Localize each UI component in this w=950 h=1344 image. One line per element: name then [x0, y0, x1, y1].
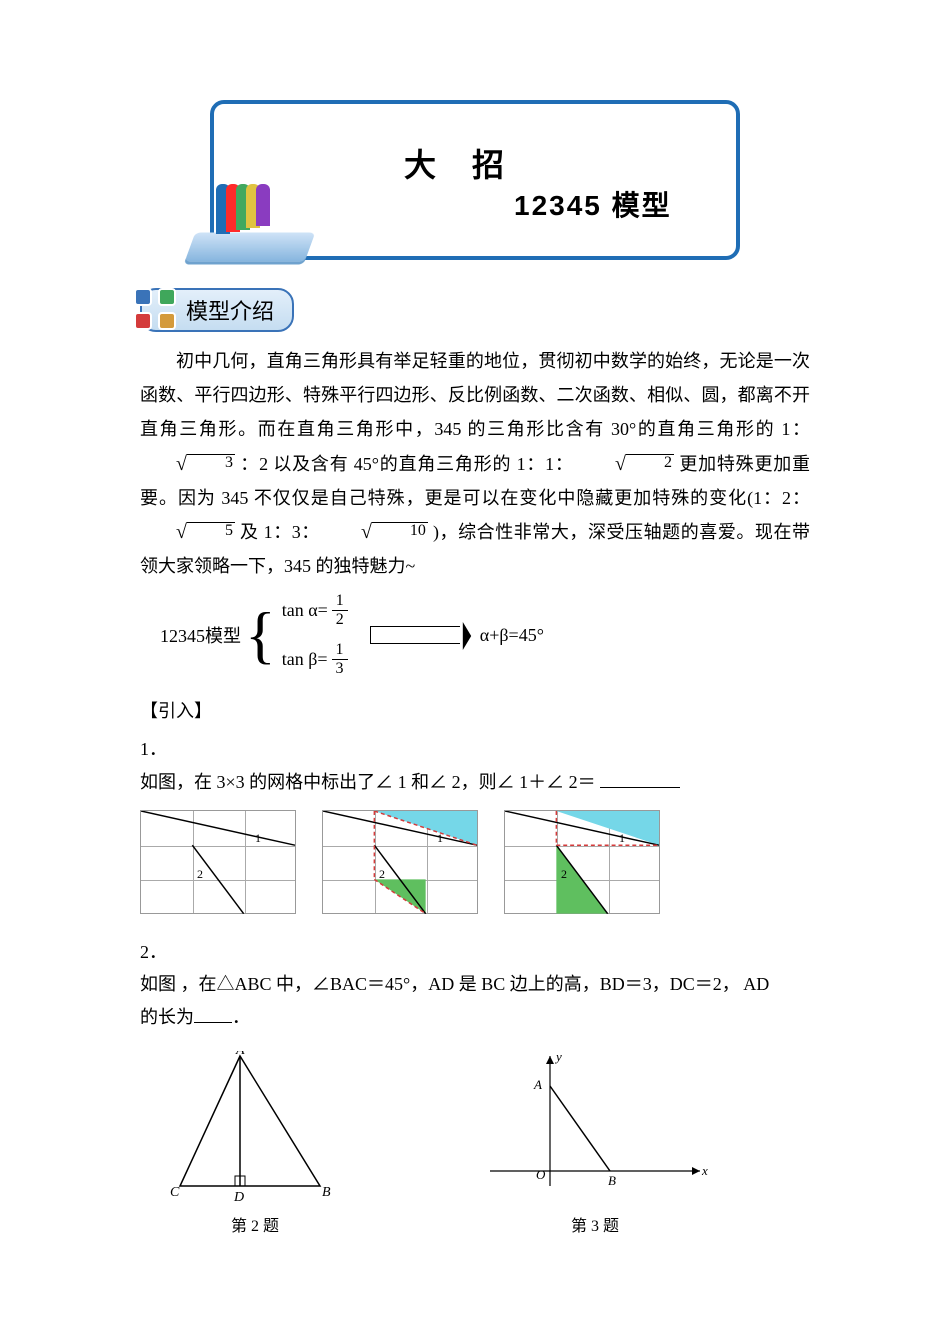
- grid-c: 1 2: [504, 810, 660, 914]
- frac-1-2: 1 2: [332, 593, 348, 628]
- section-pill: 模型介绍: [140, 288, 294, 332]
- sqrt3: √3: [140, 454, 235, 474]
- figure-2: A C B D 第 2 题: [170, 1051, 340, 1236]
- grid-c-lbl-1: 1: [619, 831, 625, 846]
- problem-2-text: 如图 ，在△ABC 中，∠BAC＝45°，AD 是 BC 边上的高，BD＝3，D…: [140, 974, 769, 1026]
- svg-text:A: A: [235, 1051, 245, 1058]
- section-pill-label: 模型介绍: [186, 294, 274, 326]
- grid-a: 1 2: [140, 810, 296, 914]
- problem-2: 2． 如图 ，在△ABC 中，∠BAC＝45°，AD 是 BC 边上的高，BD＝…: [140, 936, 810, 1033]
- svg-text:A: A: [533, 1077, 542, 1092]
- tan-beta: tan β=: [282, 649, 328, 670]
- grid-b-lbl-2: 2: [379, 867, 385, 882]
- problem-2-blank: [194, 1005, 232, 1023]
- model-label: 12345模型: [160, 622, 241, 648]
- grid-b-lbl-1: 1: [437, 831, 443, 846]
- problem-1: 1． 如图，在 3×3 的网格中标出了∠ 1 和∠ 2，则∠ 1＋∠ 2＝: [140, 733, 810, 798]
- intro-run-4: 及 1：3：: [240, 522, 320, 542]
- svg-text:O: O: [536, 1167, 546, 1182]
- model-lines: tan α= 1 2 tan β= 1 3: [282, 593, 348, 677]
- grid-a-lbl-2: 2: [197, 867, 203, 882]
- model-result: α+β=45°: [480, 625, 544, 646]
- problem-1-text: 如图，在 3×3 的网格中标出了∠ 1 和∠ 2，则∠ 1＋∠ 2＝: [140, 772, 596, 792]
- figure-3: O B A x y 第 3 题: [480, 1051, 710, 1236]
- problem-1-grids: 1 2 1 2 1 2: [140, 810, 810, 914]
- svg-text:x: x: [701, 1163, 708, 1178]
- figure-3-caption: 第 3 题: [480, 1212, 710, 1236]
- banner-frame: 大 招 12345 模型: [210, 100, 740, 260]
- svg-text:D: D: [233, 1190, 244, 1201]
- book-icon: [190, 184, 330, 274]
- sqrt10: √10: [325, 522, 428, 542]
- model-formula: 12345模型 { tan α= 1 2 tan β= 1 3 α+β=45°: [160, 593, 810, 677]
- problem-2-num: 2．: [140, 936, 174, 968]
- grid-c-lbl-2: 2: [561, 867, 567, 882]
- banner-title-left: 大 招: [404, 140, 518, 186]
- frac-1-3: 1 3: [332, 642, 348, 677]
- intro-run-2: ：2 以及含有 45°的直角三角形的 1：1：: [240, 454, 573, 474]
- brace-icon: {: [245, 603, 276, 667]
- tan-alpha: tan α=: [282, 600, 328, 621]
- sqrt5: √5: [140, 522, 235, 542]
- banner-title-right: 12345 模型: [514, 184, 672, 224]
- intro-run-1: 初中几何，直角三角形具有举足轻重的地位，贯彻初中数学的始终，无论是一次函数、平行…: [140, 351, 810, 439]
- subhead-intro: 【引入】: [140, 697, 810, 723]
- pill-icon: [134, 288, 178, 332]
- svg-text:B: B: [608, 1173, 616, 1188]
- svg-text:C: C: [170, 1185, 180, 1200]
- grid-a-lbl-1: 1: [255, 831, 261, 846]
- svg-text:y: y: [554, 1051, 562, 1064]
- arrow-icon: [370, 626, 460, 644]
- svg-text:B: B: [322, 1185, 331, 1200]
- figure-2-caption: 第 2 题: [170, 1212, 340, 1236]
- problem-1-blank: [600, 770, 680, 788]
- grid-b: 1 2: [322, 810, 478, 914]
- problem-1-num: 1．: [140, 733, 174, 765]
- sqrt2: √2: [579, 454, 674, 474]
- problem-2-figures: A C B D 第 2 题 O B A x y 第 3 题: [170, 1051, 810, 1236]
- intro-paragraph: 初中几何，直角三角形具有举足轻重的地位，贯彻初中数学的始终，无论是一次函数、平行…: [140, 344, 810, 583]
